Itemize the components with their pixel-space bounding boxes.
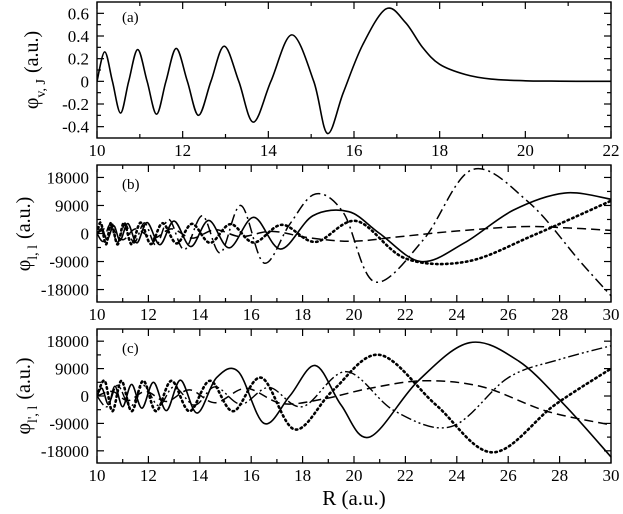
panel-a-series-1-solid	[97, 7, 611, 135]
panel-c-ylabel-symbol: φ	[13, 423, 35, 435]
panel-b-series-1-solid	[97, 191, 611, 263]
panel-b-ytick-label: -18000	[41, 281, 89, 300]
panel-c-xtick-label: 26	[500, 466, 517, 485]
panel-b-ytick-label: -9000	[49, 253, 89, 272]
panel-c-xtick-label: 16	[243, 466, 260, 485]
panel-a-ytick-label: 0.4	[68, 27, 90, 46]
svg-text:φl', l(a.u.): φl', l (a.u.)	[13, 357, 41, 434]
panel-c-frame	[96, 328, 612, 464]
panel-a-xtick-label: 20	[517, 141, 534, 160]
panel-b-ylabel: φl, l (a.u.)	[13, 197, 41, 272]
panel-a-xtick-label: 10	[89, 141, 106, 160]
panel-a-ylabel-subscript: v, J	[34, 79, 49, 98]
panel-b-series-3-dashed	[97, 225, 611, 243]
svg-text:φl, l(a.u.): φl, l (a.u.)	[13, 197, 41, 272]
panel-b-xtick-label: 12	[140, 305, 157, 324]
panel-b: 10 12 14 16 18 20 22 24 26 28 30 -18000 -9000 0 9000 18…	[13, 164, 620, 324]
panel-b-ylabel-symbol: φ	[13, 260, 35, 272]
panel-c-xtick-label: 30	[603, 466, 620, 485]
panel-c-ylabel-subscript: l', l	[26, 406, 41, 423]
panel-a-ylabel: φv, J (a.u.)	[21, 31, 49, 109]
panel-b-xtick-label: 28	[551, 305, 568, 324]
panel-b-xtick-label: 22	[397, 305, 414, 324]
panel-b-xtick-label: 18	[294, 305, 311, 324]
panel-c-ytick-label: 0	[81, 387, 90, 406]
panel-a-frame	[96, 1, 612, 139]
panel-b-ytick-label: 0	[81, 225, 90, 244]
panel-b-frame	[96, 164, 612, 303]
x-axis-label: R (a.u.)	[322, 486, 386, 510]
panel-b-ticks: 10 12 14 16 18 20 22 24 26 28 30 -18000 -9000 0 9000 18…	[41, 165, 620, 324]
panel-a-ylabel-symbol: φ	[21, 98, 43, 110]
panel-a-ytick-label: 0.6	[68, 4, 89, 23]
panel-c-xtick-label: 14	[191, 466, 209, 485]
panel-c-series-3-dashed	[97, 380, 611, 426]
panel-a-ylabel-unit: (a.u.)	[21, 31, 43, 73]
panel-c-series-2-dotted	[97, 353, 611, 454]
panel-a-xtick-label: 14	[260, 141, 278, 160]
panel-c-xtick-label: 12	[140, 466, 157, 485]
panel-b-xtick-label: 30	[603, 305, 620, 324]
panel-a-xtick-label: 12	[174, 141, 191, 160]
panel-c-ticks: 10 12 14 16 18 20 22 24 26 28 30 -18000 -9000 0 9000 18…	[41, 329, 620, 485]
panel-b-xtick-label: 16	[243, 305, 260, 324]
panel-a-ticks: 10 12 14 16 18 20 22 -0.4 -0.2 0 0.2 0.4 0.6	[62, 2, 620, 160]
panel-c-xtick-label: 28	[551, 466, 568, 485]
panel-c-tag: (c)	[122, 341, 139, 357]
panel-c-xtick-label: 10	[89, 466, 106, 485]
panel-a-ytick-label: 0.2	[68, 50, 89, 69]
panel-c-ytick-label: 9000	[55, 360, 89, 379]
panel-b-ytick-label: 18000	[47, 168, 90, 187]
panel-c-ytick-label: -9000	[49, 414, 89, 433]
panel-c-ytick-label: -18000	[41, 442, 89, 461]
panel-b-tag: (b)	[122, 177, 140, 193]
panel-c-ylabel-unit: (a.u.)	[13, 357, 35, 399]
panel-b-xtick-label: 26	[500, 305, 517, 324]
panel-a-xtick-label: 22	[603, 141, 620, 160]
panel-a: 10 12 14 16 18 20 22 -0.4 -0.2 0 0.2 0.4 0.6 (a) φv,…	[21, 1, 620, 160]
panel-c-xtick-label: 18	[294, 466, 311, 485]
panel-a-ytick-label: -0.2	[62, 95, 89, 114]
panel-a-ytick-label: -0.4	[62, 118, 89, 137]
panel-c-xtick-label: 20	[346, 466, 363, 485]
panel-a-curves	[97, 7, 611, 135]
panel-c-ylabel: φl', l (a.u.)	[13, 357, 41, 434]
panel-b-ylabel-subscript: l, l	[26, 245, 41, 260]
panel-b-ylabel-unit: (a.u.)	[13, 197, 35, 239]
panel-b-xtick-label: 14	[191, 305, 209, 324]
panel-b-xtick-label: 20	[346, 305, 363, 324]
panel-a-ytick-label: 0	[81, 72, 90, 91]
panel-c-curves	[97, 341, 611, 458]
panel-c-ytick-label: 18000	[47, 332, 90, 351]
panel-b-xtick-label: 24	[448, 305, 466, 324]
panel-a-tag: (a)	[122, 10, 139, 26]
svg-text:φv, J(a.u.): φv, J (a.u.)	[21, 31, 49, 109]
panel-b-ytick-label: 9000	[55, 196, 89, 215]
panel-c-xtick-label: 22	[397, 466, 414, 485]
panel-b-curves	[97, 167, 611, 297]
panel-c-series-1-solid	[97, 341, 611, 458]
panel-b-series-4-dashdot	[97, 167, 611, 297]
panel-b-xtick-label: 10	[89, 305, 106, 324]
panel-b-series-2-dotted	[97, 199, 611, 266]
panel-c-series-4-dashdotdot	[97, 345, 611, 429]
panel-a-xtick-label: 18	[431, 141, 448, 160]
panel-c: 10 12 14 16 18 20 22 24 26 28 30 -18000 -9000 0 9000 18…	[13, 328, 620, 510]
panel-a-xtick-label: 16	[346, 141, 363, 160]
panel-c-xtick-label: 24	[448, 466, 466, 485]
